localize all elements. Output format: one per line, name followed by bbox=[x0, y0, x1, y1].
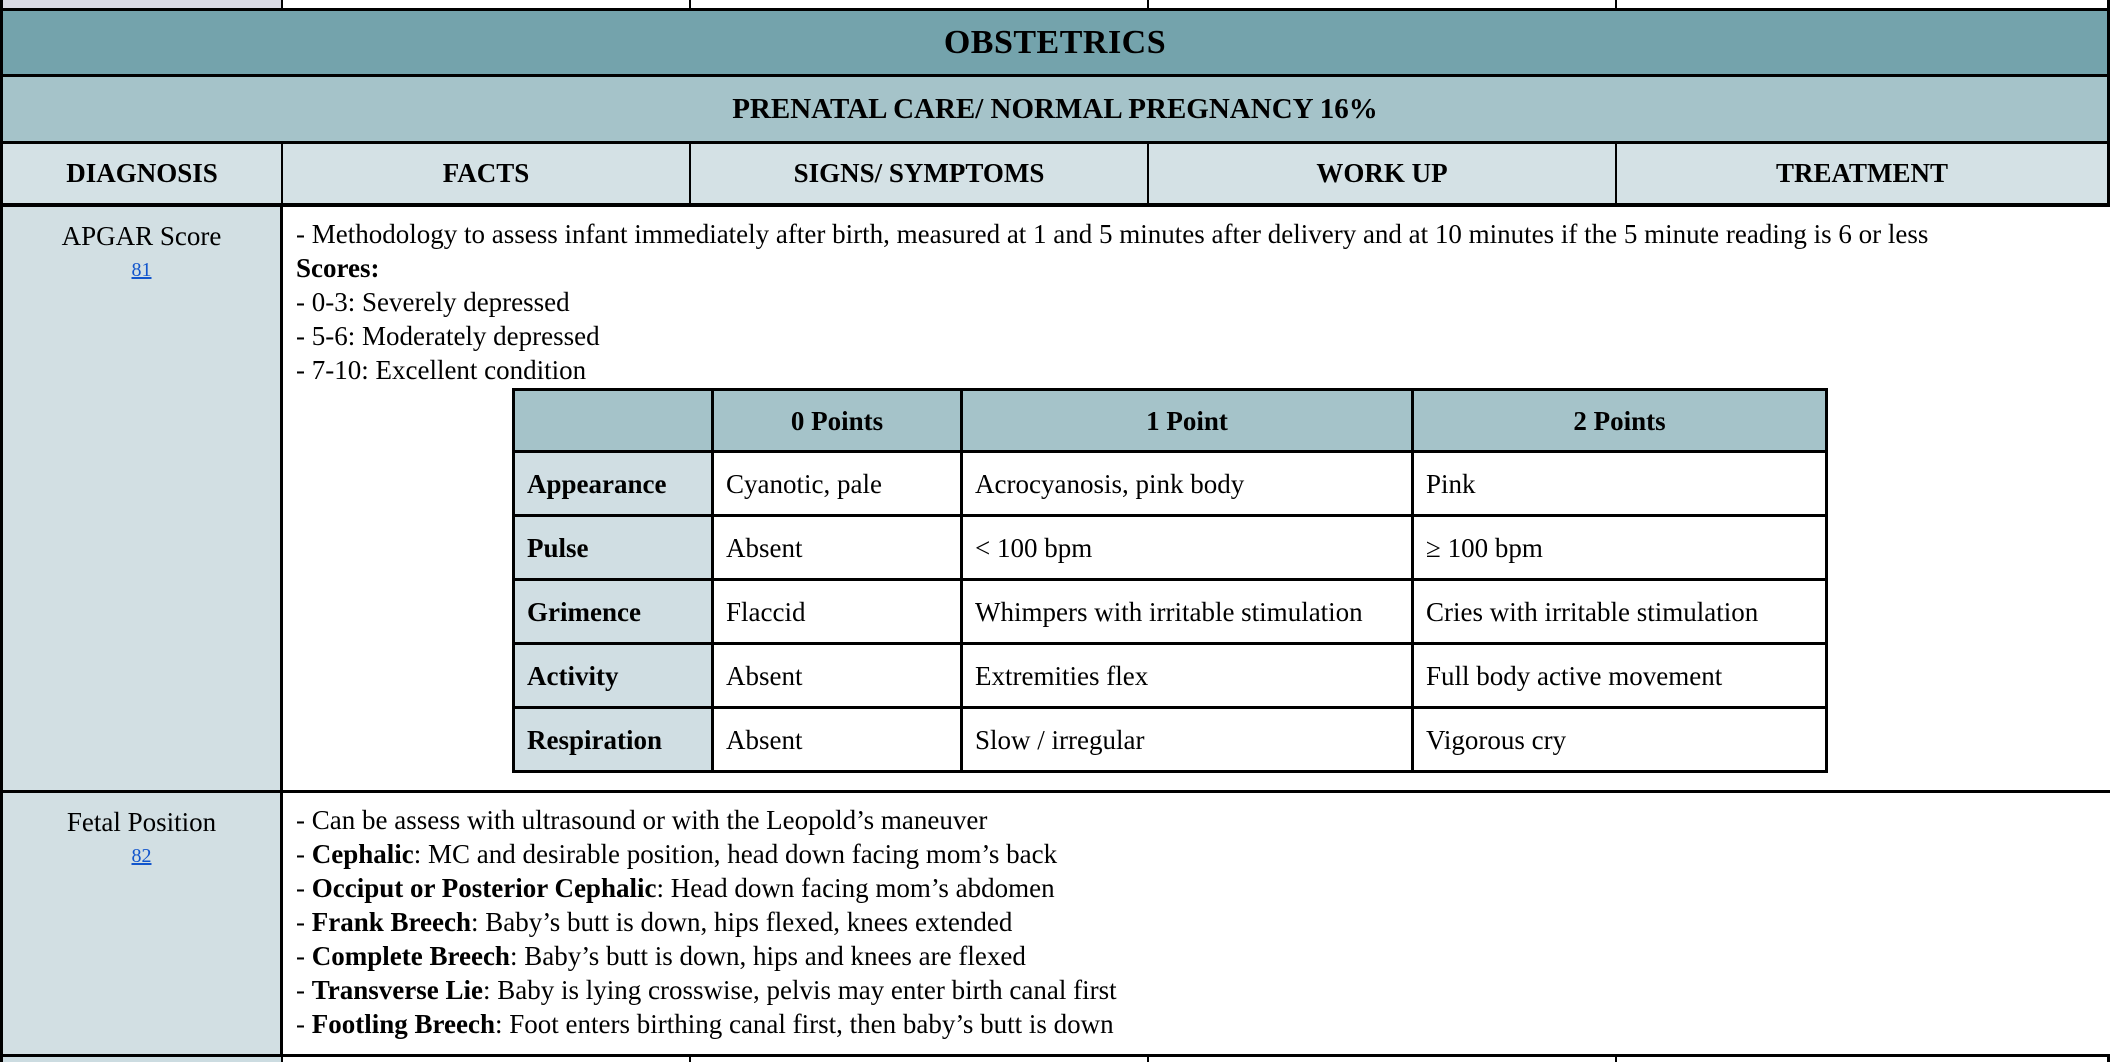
next-row-cell bbox=[691, 1057, 1149, 1062]
apgar-header-1-point: 1 Point bbox=[960, 388, 1414, 453]
fact-line: - 5-6: Moderately depressed bbox=[296, 321, 600, 351]
apgar-cell: Full body active movement bbox=[1411, 642, 1828, 709]
apgar-cell: Cries with irritable stimulation bbox=[1411, 578, 1828, 645]
table-row: Grimence Flaccid Whimpers with irritable… bbox=[512, 578, 1828, 645]
apgar-row-label: Activity bbox=[512, 642, 714, 709]
next-row-cell bbox=[1149, 1057, 1617, 1062]
diagnosis-cell: APGAR Score 81 bbox=[0, 207, 283, 790]
apgar-cell: Absent bbox=[711, 706, 963, 773]
column-header-row: DIAGNOSIS FACTS SIGNS/ SYMPTOMS WORK UP … bbox=[0, 144, 2110, 207]
table-row-fetal-position: Fetal Position 82 - Can be assess with u… bbox=[0, 793, 2110, 1057]
previous-row-cell bbox=[1149, 0, 1617, 8]
apgar-cell: Vigorous cry bbox=[1411, 706, 1828, 773]
table-row: Activity Absent Extremities flex Full bo… bbox=[512, 642, 1828, 709]
facts-cell: - Can be assess with ultrasound or with … bbox=[283, 793, 2110, 1054]
apgar-cell: Acrocyanosis, pink body bbox=[960, 450, 1414, 517]
apgar-cell: Cyanotic, pale bbox=[711, 450, 963, 517]
reference-link[interactable]: 82 bbox=[131, 845, 152, 867]
next-row-cell bbox=[0, 1057, 283, 1062]
apgar-cell: Pink bbox=[1411, 450, 1828, 517]
column-header-treatment: TREATMENT bbox=[1617, 144, 2110, 203]
fact-line: - Transverse Lie: Baby is lying crosswis… bbox=[296, 975, 1117, 1005]
fact-line: - 7-10: Excellent condition bbox=[296, 355, 587, 385]
diagnosis-title: Fetal Position bbox=[66, 807, 217, 837]
column-header-work-up: WORK UP bbox=[1149, 144, 1617, 203]
apgar-cell: Slow / irregular bbox=[960, 706, 1414, 773]
apgar-scoring-table: 0 Points 1 Point 2 Points Appearance Cya… bbox=[512, 388, 1828, 773]
table-row: Appearance Cyanotic, pale Acrocyanosis, … bbox=[512, 450, 1828, 517]
fact-line: - Cephalic: MC and desirable position, h… bbox=[296, 839, 1058, 869]
reference-link[interactable]: 81 bbox=[131, 259, 152, 281]
apgar-cell: Absent bbox=[711, 642, 963, 709]
diagnosis-title: APGAR Score bbox=[61, 221, 222, 251]
next-row-cell bbox=[283, 1057, 691, 1062]
fact-line: Scores: bbox=[296, 253, 380, 283]
previous-row-edge bbox=[0, 0, 2110, 11]
apgar-row-label: Pulse bbox=[512, 514, 714, 581]
column-header-diagnosis: DIAGNOSIS bbox=[0, 144, 283, 203]
fact-line: - Frank Breech: Baby’s butt is down, hip… bbox=[296, 907, 1013, 937]
column-header-facts: FACTS bbox=[283, 144, 691, 203]
column-header-signs-symptoms: SIGNS/ SYMPTOMS bbox=[691, 144, 1149, 203]
previous-row-cell bbox=[691, 0, 1149, 8]
fact-line: - Complete Breech: Baby’s butt is down, … bbox=[296, 941, 1026, 971]
fact-line: - Occiput or Posterior Cephalic: Head do… bbox=[296, 873, 1055, 903]
fact-line: - Footling Breech: Foot enters birthing … bbox=[296, 1009, 1114, 1039]
section-title: OBSTETRICS bbox=[0, 11, 2110, 77]
previous-row-cell bbox=[0, 0, 283, 8]
fact-line: - Methodology to assess infant immediate… bbox=[296, 219, 1929, 249]
next-row-edge bbox=[0, 1057, 2110, 1062]
next-row-cell bbox=[1617, 1057, 2110, 1062]
apgar-header-row: 0 Points 1 Point 2 Points bbox=[512, 388, 1828, 453]
facts-cell: - Methodology to assess infant immediate… bbox=[283, 207, 2110, 790]
apgar-row-label: Grimence bbox=[512, 578, 714, 645]
apgar-header-0-points: 0 Points bbox=[711, 388, 963, 453]
apgar-cell: ≥ 100 bpm bbox=[1411, 514, 1828, 581]
apgar-header-blank bbox=[512, 388, 714, 453]
fact-line: - Can be assess with ultrasound or with … bbox=[296, 805, 988, 835]
table-row: Respiration Absent Slow / irregular Vigo… bbox=[512, 706, 1828, 773]
fact-line: - 0-3: Severely depressed bbox=[296, 287, 570, 317]
apgar-cell: < 100 bpm bbox=[960, 514, 1414, 581]
table-row-apgar-score: APGAR Score 81 - Methodology to assess i… bbox=[0, 207, 2110, 793]
table-row: Pulse Absent < 100 bpm ≥ 100 bpm bbox=[512, 514, 1828, 581]
diagnosis-cell: Fetal Position 82 bbox=[0, 793, 283, 1054]
apgar-cell: Absent bbox=[711, 514, 963, 581]
section-subtitle: PRENATAL CARE/ NORMAL PREGNANCY 16% bbox=[0, 77, 2110, 144]
apgar-cell: Extremities flex bbox=[960, 642, 1414, 709]
previous-row-cell bbox=[1617, 0, 2110, 8]
previous-row-cell bbox=[283, 0, 691, 8]
apgar-row-label: Respiration bbox=[512, 706, 714, 773]
apgar-row-label: Appearance bbox=[512, 450, 714, 517]
apgar-cell: Flaccid bbox=[711, 578, 963, 645]
apgar-cell: Whimpers with irritable stimulation bbox=[960, 578, 1414, 645]
apgar-header-2-points: 2 Points bbox=[1411, 388, 1828, 453]
